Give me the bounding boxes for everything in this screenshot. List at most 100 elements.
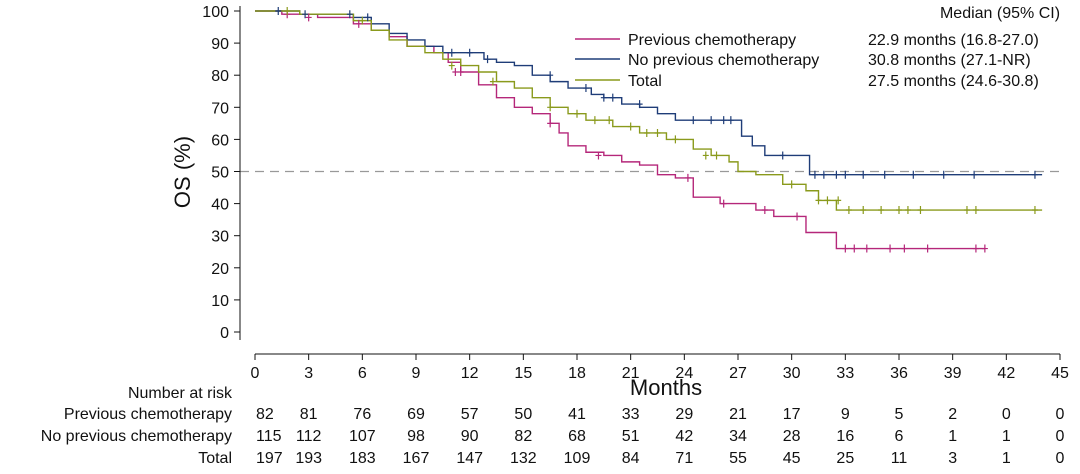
x-tick-label-39: 39 [944,365,962,382]
censor-mark-total-12 [702,151,709,160]
censor-mark-previous-chemotherapy-12 [851,244,858,253]
legend-median-total: 27.5 months (24.6-30.8) [868,73,1039,90]
censor-mark-total-17 [835,196,842,205]
risk-row-label-previous: Previous chemotherapy [64,406,232,423]
risk-value-previous-chemotherapy-36: 5 [895,406,904,423]
risk-value-no-previous-chemotherapy-21: 51 [622,428,640,445]
risk-value-total-21: 84 [622,450,640,467]
censor-mark-no-previous-chemotherapy-1 [302,10,309,19]
x-tick-label-42: 42 [997,365,1015,382]
censor-mark-no-previous-chemotherapy-7 [547,71,554,80]
censor-mark-no-previous-chemotherapy-12 [690,116,697,125]
censor-mark-no-previous-chemotherapy-25 [971,170,978,179]
x-tick-label-9: 9 [412,365,421,382]
censor-mark-total-4 [547,103,554,112]
censor-mark-no-previous-chemotherapy-0 [275,7,282,15]
risk-value-total-15: 132 [510,450,537,467]
censor-mark-no-previous-chemotherapy-14 [720,116,727,125]
risk-value-no-previous-chemotherapy-30: 28 [783,428,801,445]
x-tick-label-0: 0 [251,365,260,382]
censor-mark-total-3 [489,77,496,86]
censor-mark-previous-chemotherapy-3 [452,67,459,76]
risk-value-previous-chemotherapy-15: 50 [514,406,532,423]
censor-mark-total-9 [643,128,650,137]
risk-row-label-no-previous: No previous chemotherapy [41,428,232,445]
censor-mark-total-21 [896,206,902,215]
censor-mark-previous-chemotherapy-17 [972,244,979,253]
risk-value-no-previous-chemotherapy-24: 42 [675,428,693,445]
x-tick-label-15: 15 [514,365,532,382]
censor-mark-no-previous-chemotherapy-22 [881,170,888,179]
censor-mark-previous-chemotherapy-7 [684,173,691,182]
legend: Median (95% CI) Previous chemotherapy 22… [575,5,1060,90]
y-tick-label-70: 70 [211,100,229,117]
risk-value-previous-chemotherapy-39: 2 [948,406,957,423]
legend-median-no-previous: 30.8 months (27.1-NR) [868,52,1031,69]
censor-mark-no-previous-chemotherapy-8 [582,84,589,93]
x-axis-title: Months [630,375,702,400]
risk-value-total-42: 1 [1002,450,1011,467]
risk-value-previous-chemotherapy-45: 0 [1056,406,1065,423]
censor-mark-total-6 [591,116,598,125]
risk-value-previous-chemotherapy-9: 69 [407,406,425,423]
risk-value-previous-chemotherapy-27: 21 [729,406,747,423]
risk-table-title: Number at risk [128,385,233,402]
risk-value-total-24: 71 [675,450,693,467]
risk-value-no-previous-chemotherapy-36: 6 [895,428,904,445]
censor-mark-total-5 [574,109,580,118]
censor-mark-total-1 [359,16,366,25]
legend-median-previous: 22.9 months (16.8-27.0) [868,32,1039,49]
x-tick-label-6: 6 [358,365,367,382]
risk-value-previous-chemotherapy-30: 17 [783,406,801,423]
censor-mark-no-previous-chemotherapy-17 [811,170,818,179]
risk-value-no-previous-chemotherapy-0: 115 [256,428,282,445]
censor-mark-total-15 [815,196,822,205]
censor-mark-previous-chemotherapy-1 [305,13,312,22]
censor-mark-no-previous-chemotherapy-21 [860,170,867,179]
censor-mark-previous-chemotherapy-10 [794,212,801,221]
legend-label-total: Total [628,73,662,90]
censor-mark-no-previous-chemotherapy-4 [448,48,455,57]
censor-mark-previous-chemotherapy-9 [761,206,768,215]
censor-mark-no-previous-chemotherapy-6 [484,55,491,64]
y-axis-title: OS (%) [170,136,195,208]
censor-mark-no-previous-chemotherapy-5 [466,48,473,57]
censor-mark-previous-chemotherapy-16 [924,244,931,253]
y-tick-label-40: 40 [211,197,229,214]
risk-value-previous-chemotherapy-33: 9 [841,406,850,423]
risk-value-previous-chemotherapy-12: 57 [461,406,479,423]
x-tick-label-24: 24 [675,365,693,382]
risk-value-total-9: 167 [403,450,430,467]
censor-mark-no-previous-chemotherapy-16 [779,151,786,160]
risk-value-total-45: 0 [1056,450,1065,467]
x-tick-label-30: 30 [783,365,801,382]
censor-mark-no-previous-chemotherapy-20 [842,170,849,179]
censor-mark-previous-chemotherapy-4 [457,67,464,76]
risk-value-no-previous-chemotherapy-3: 112 [296,428,322,445]
censor-mark-no-previous-chemotherapy-11 [636,100,643,109]
risk-value-no-previous-chemotherapy-12: 90 [461,428,479,445]
y-tick-label-10: 10 [211,293,229,310]
censor-mark-total-20 [878,206,885,215]
censor-mark-previous-chemotherapy-13 [863,244,870,253]
censor-mark-no-previous-chemotherapy-10 [609,93,616,102]
censor-mark-no-previous-chemotherapy-23 [910,170,917,179]
censor-mark-total-8 [627,122,634,131]
legend-label-no-previous: No previous chemotherapy [628,52,819,69]
y-tick-label-80: 80 [211,68,229,85]
risk-value-total-6: 183 [349,450,376,467]
y-tick-label-0: 0 [220,325,229,342]
x-tick-label-33: 33 [836,365,854,382]
risk-value-total-33: 25 [836,450,854,467]
risk-value-previous-chemotherapy-0: 82 [256,406,274,423]
censor-mark-no-previous-chemotherapy-9 [600,93,607,102]
x-tick-label-45: 45 [1051,365,1069,382]
censor-mark-previous-chemotherapy-6 [595,151,602,160]
censor-mark-previous-chemotherapy-14 [887,244,894,253]
risk-value-no-previous-chemotherapy-42: 1 [1002,428,1011,445]
risk-value-previous-chemotherapy-18: 41 [568,406,586,423]
y-tick-label-20: 20 [211,261,229,278]
censor-mark-total-24 [963,206,970,215]
censor-mark-total-16 [824,196,831,205]
